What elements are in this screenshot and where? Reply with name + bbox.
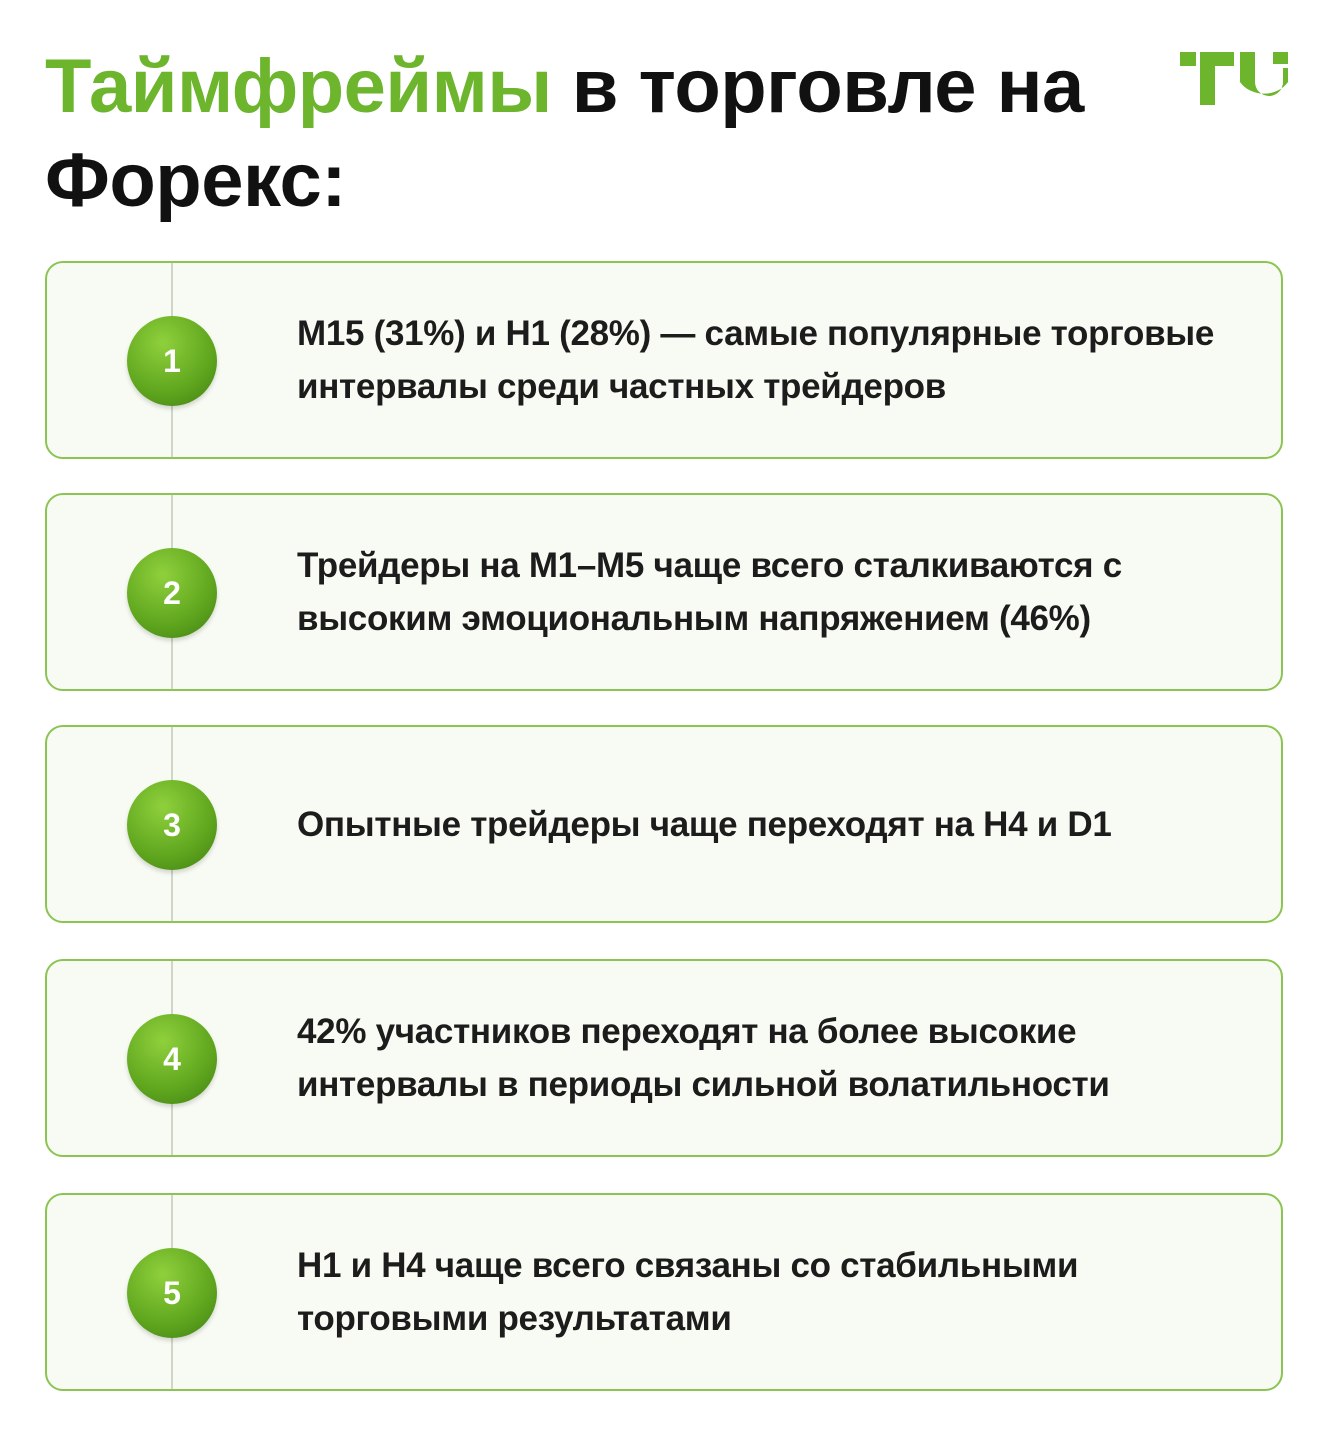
item-number: 5	[127, 1248, 217, 1338]
item-number: 4	[127, 1014, 217, 1104]
item-text: M15 (31%) и H1 (28%) — самые популярные …	[297, 314, 1215, 406]
title-highlight: Таймфреймы	[45, 44, 552, 129]
logo	[1180, 52, 1288, 105]
logo-part	[1240, 52, 1288, 96]
logo-part	[1200, 52, 1215, 105]
item-card: 3 Опытные трейдеры чаще переходят на H4 и…	[45, 725, 1283, 923]
item-card: 5 H1 и H4 чаще всего связаны со стабильны…	[45, 1193, 1283, 1391]
item-text: Опытные трейдеры чаще переходят на H4 и …	[297, 804, 1112, 844]
item-number: 3	[127, 780, 217, 870]
item-text: 42% участников переходят на более высоки…	[297, 1012, 1110, 1104]
logo-part	[1180, 52, 1196, 66]
title: Таймфреймы в торговле на Форекс:	[45, 40, 1105, 228]
item-card: 4 42% участников переходят на более высок…	[45, 959, 1283, 1157]
item-number: 2	[127, 548, 217, 638]
title-rest: в торговле на Форекс:	[45, 44, 1084, 223]
item-text: H1 и H4 чаще всего связаны со стабильным…	[297, 1246, 1079, 1338]
item-number: 1	[127, 316, 217, 406]
item-card: 2 Трейдеры на M1–M5 чаще всего сталкивают…	[45, 493, 1283, 691]
item-card: 1 M15 (31%) и H1 (28%) — самые популярные…	[45, 261, 1283, 459]
item-text: Трейдеры на M1–M5 чаще всего сталкиваютс…	[297, 546, 1122, 638]
logo-part	[1273, 52, 1288, 64]
